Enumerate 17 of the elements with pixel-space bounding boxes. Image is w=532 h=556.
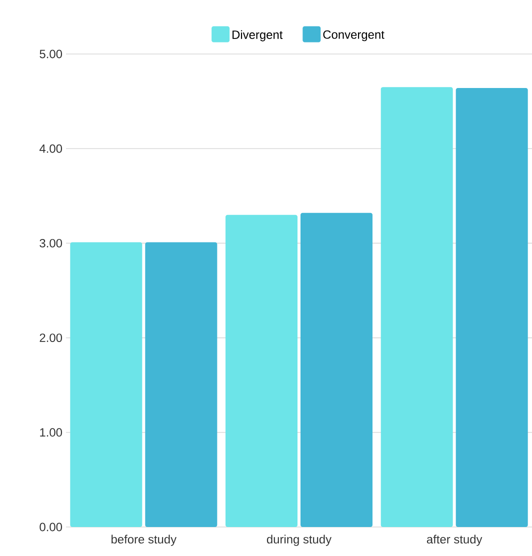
bar — [300, 212, 372, 527]
y-tick-label: 1.00 — [40, 428, 62, 437]
legend-label: Divergent — [232, 30, 282, 42]
y-tick-label: 4.00 — [39, 144, 62, 153]
bar — [144, 242, 217, 527]
x-tick-label: before study — [111, 534, 176, 546]
bar — [380, 87, 453, 527]
legend-label: Convergent — [323, 30, 384, 42]
y-tick-label: 2.00 — [40, 334, 62, 342]
bar — [225, 214, 298, 527]
bar — [70, 242, 142, 527]
x-tick-label: during study — [266, 534, 332, 546]
bar — [456, 88, 528, 527]
x-tick-label: after study — [426, 534, 482, 546]
y-tick-label: 0.00 — [39, 522, 62, 532]
y-tick-label: 3.00 — [39, 238, 62, 248]
y-tick-label: 5.00 — [39, 50, 62, 58]
